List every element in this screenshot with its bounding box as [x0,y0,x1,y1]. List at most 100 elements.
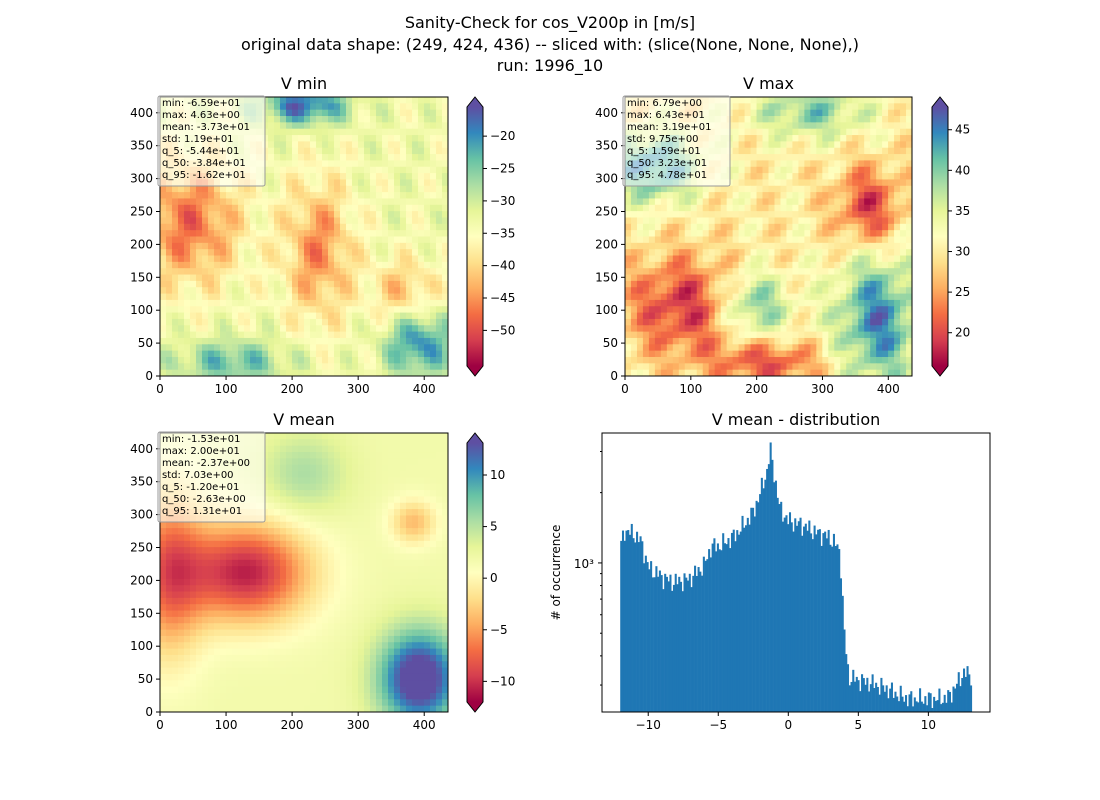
histogram-bar [878,694,881,712]
histogram-bar [838,549,841,712]
histogram-bar [943,694,946,712]
histogram-bar [801,535,804,712]
histogram-bar [787,524,790,712]
histogram-bar [845,654,848,712]
histogram-bar [720,550,723,712]
histogram-bar [883,691,886,712]
colorbar-tick-label: −50 [490,323,515,337]
histogram-bar [836,544,839,712]
histogram-bar [913,697,916,712]
histogram-bar [716,543,719,712]
histogram-bar [644,555,647,712]
histogram-bar [727,538,730,712]
colorbar-tick-label: −5 [490,623,508,637]
histogram-bar [794,518,797,712]
histogram-bar [750,507,753,712]
x-tick-label: 100 [215,718,238,732]
histogram-bar [940,704,943,712]
panel-title: V min [281,74,327,93]
histogram-bar [806,530,809,712]
stats-box-bg [622,95,731,187]
colorbar-tick-label: 20 [955,326,970,340]
histogram-bar [767,464,770,712]
x-tick-label: 0 [784,718,792,732]
histogram-bar [866,677,869,712]
histogram-bar [694,565,697,712]
x-tick-label: 100 [679,382,702,396]
y-tick-label: 300 [130,172,153,186]
histogram-bar [690,587,693,712]
y-tick-label: 350 [595,139,618,153]
histogram-bar [952,686,955,712]
histogram-bar [713,538,716,712]
histogram-bar [934,700,937,712]
histogram-bar [904,695,908,712]
histogram-bar [681,591,684,712]
histogram-bar [655,566,658,712]
stats-line: max: 6.43e+01 [627,110,705,121]
histogram-bar [950,702,953,712]
histogram-bar [755,500,758,712]
histogram-bar [688,573,691,712]
stats-line: mean: -3.73e+01 [162,122,250,133]
colorbar-gradient [467,443,483,702]
histogram-bar [864,684,867,712]
histogram-bar [769,442,772,712]
histogram-bar [880,677,883,712]
stats-box-bg [157,431,266,523]
axes-frame [624,96,913,377]
histogram-bar [643,563,646,712]
histogram-bar [704,560,707,712]
histogram-bar [824,531,827,712]
heatmap-panel: V min 0 100 200 300 400 0 50 100 150 200 250 300 350 4… [130,74,515,396]
histogram-bar [803,526,806,712]
histogram-bar [729,548,732,712]
histogram-bar [857,680,860,712]
y-tick-label: 50 [138,336,153,350]
x-tick-label: 0 [156,718,164,732]
histogram-bar [657,576,660,712]
histogram-bar [759,494,762,712]
histogram-bar [869,684,872,712]
figure-title-line-1: Sanity-Check for cos_V200p in [m/s] [404,13,696,32]
panel-title: V mean [273,410,334,429]
histogram-bar [852,669,855,712]
histogram-bar [748,524,751,712]
histogram-bar [810,533,813,712]
y-tick-label: 400 [130,106,153,120]
stats-line: max: 4.63e+00 [162,110,240,121]
stats-line: std: 1.19e+01 [162,134,234,145]
histogram-bar [634,542,637,712]
histogram-bar [908,694,911,712]
histogram-bar [679,581,683,712]
y-tick-label: 300 [130,508,153,522]
histogram-bar [957,672,960,712]
histogram-bar [834,546,837,712]
histogram-bar [948,691,951,712]
histogram-bar [917,702,920,712]
panel-title: V mean - distribution [712,410,881,429]
histogram-bar [650,561,653,712]
stats-line: min: -1.53e+01 [162,434,241,445]
histogram-bar [875,682,878,712]
histogram-bar [876,686,879,712]
stats-line: mean: -2.37e+00 [162,458,250,469]
histogram-bar [646,562,649,712]
histogram-bar [897,701,901,712]
colorbar-tick-label: 25 [955,285,970,299]
histogram-bar [752,507,755,712]
histogram-bar [672,584,676,712]
histogram-bar [970,685,973,712]
y-tick-label: 250 [130,204,153,218]
colorbar-extend-min [467,702,483,712]
histogram-bar [915,701,918,712]
histogram-bar [855,676,858,712]
histogram-bar [799,517,802,712]
histogram-bar [813,525,816,712]
histogram-bar [827,529,830,712]
y-tick-label: 300 [595,172,618,186]
colorbar-tick-label: −10 [490,674,515,688]
histogram-bar [919,688,922,712]
stats-line: q_5: -5.44e+01 [162,146,239,157]
